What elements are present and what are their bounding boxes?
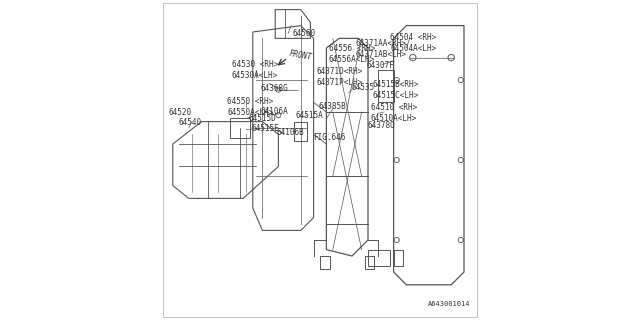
Text: 64106A: 64106A bbox=[261, 107, 289, 116]
Text: A643001014: A643001014 bbox=[428, 301, 470, 307]
Text: 64515E: 64515E bbox=[251, 124, 279, 133]
Text: 64560: 64560 bbox=[292, 29, 316, 38]
Text: 64515B<RH>
64515C<LH>: 64515B<RH> 64515C<LH> bbox=[372, 80, 419, 100]
Text: 64504 <RH>
64504A<LH>: 64504 <RH> 64504A<LH> bbox=[390, 33, 436, 52]
Text: 64515A: 64515A bbox=[296, 111, 324, 120]
Text: 64550 <RH>
64550A<LH>: 64550 <RH> 64550A<LH> bbox=[227, 97, 273, 117]
Text: FIG.646: FIG.646 bbox=[313, 133, 346, 142]
Text: 64520: 64520 bbox=[169, 108, 192, 117]
Text: 64540: 64540 bbox=[179, 118, 202, 127]
Text: 64385B: 64385B bbox=[319, 102, 346, 111]
Text: 64307F: 64307F bbox=[366, 61, 394, 70]
Text: 64530 <RH>
64530A<LH>: 64530 <RH> 64530A<LH> bbox=[232, 60, 278, 80]
Text: 64368G: 64368G bbox=[261, 84, 289, 93]
Text: 64510 <RH>
64510A<LH>: 64510 <RH> 64510A<LH> bbox=[371, 103, 417, 123]
Text: 64535: 64535 bbox=[352, 83, 375, 92]
Text: 64556 <RH>
64556A<LH>: 64556 <RH> 64556A<LH> bbox=[329, 44, 375, 64]
Text: 64106B: 64106B bbox=[276, 128, 304, 137]
Text: 64371AA<RH>
64371AB<LH>: 64371AA<RH> 64371AB<LH> bbox=[355, 39, 406, 59]
Text: 64371D<RH>
64371P<LH>: 64371D<RH> 64371P<LH> bbox=[316, 68, 362, 87]
Text: FRONT: FRONT bbox=[288, 50, 312, 62]
Text: 64378O: 64378O bbox=[368, 121, 396, 130]
Text: 64515D: 64515D bbox=[249, 114, 276, 123]
